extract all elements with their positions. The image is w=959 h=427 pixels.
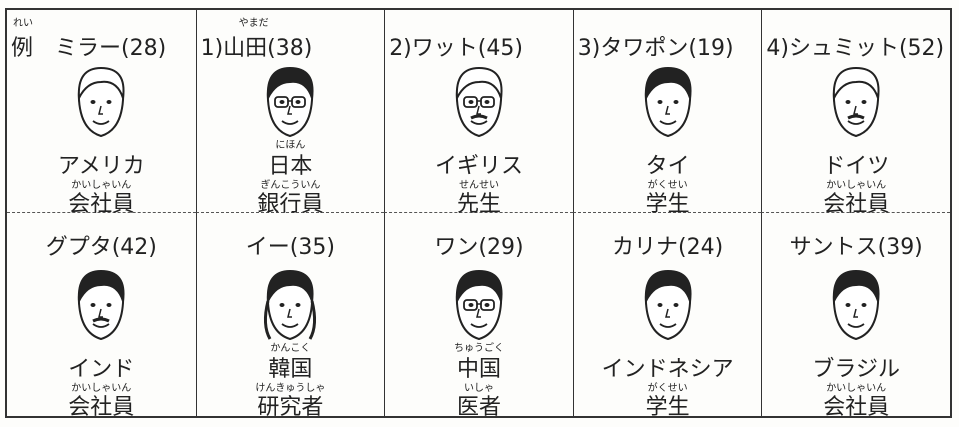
- face-illustration: [264, 269, 317, 341]
- card-label: サントス(39): [789, 235, 923, 260]
- face-illustration: [455, 269, 503, 341]
- job: 会社員: [823, 395, 890, 420]
- job-furigana: がくせい: [647, 383, 688, 394]
- job: 学生: [645, 395, 690, 420]
- card-label: 1)山田(38): [200, 36, 313, 61]
- card: れい例 ミラー(28) アメリカ かいしゃいん 会社員: [7, 10, 196, 217]
- job: 学生: [645, 192, 690, 217]
- label-furigana: れい: [13, 18, 33, 29]
- face-illustration: [455, 66, 503, 138]
- card: 3)タワポン(19) タイ がくせい 学生: [572, 10, 762, 217]
- country: イギリス: [434, 154, 523, 179]
- job-furigana: がくせい: [647, 180, 688, 191]
- card: やまだ 1)山田(38) にほん日本 ぎんこういん 銀行員: [195, 10, 385, 217]
- card: カリナ(24) インドネシア がくせい 学生: [572, 213, 762, 420]
- card: グプタ(42) インド かいしゃいん 会社員: [7, 213, 196, 420]
- job: 研究者: [257, 395, 324, 420]
- country: ブラジル: [812, 357, 900, 382]
- face-illustration: [644, 269, 692, 341]
- country-furigana: かんこく: [270, 343, 311, 354]
- card-label: 3)タワポン(19): [577, 36, 734, 61]
- job-furigana: せんせい: [458, 180, 499, 191]
- country: 韓国: [268, 357, 313, 382]
- job-furigana: けんきゅうしゃ: [255, 383, 326, 394]
- card: イー(35) かんこく韓国 けんきゅうしゃ 研究者: [195, 213, 385, 420]
- job: 医者: [456, 395, 501, 420]
- country: 中国: [456, 357, 501, 382]
- country-furigana: ちゅうごく: [453, 343, 504, 354]
- job-furigana: かいしゃいん: [71, 383, 132, 394]
- face-illustration: [833, 66, 880, 138]
- label-furigana: やまだ: [238, 18, 269, 29]
- country: ドイツ: [823, 154, 890, 179]
- job: 会社員: [68, 192, 135, 217]
- face-illustration: [78, 269, 125, 341]
- country: インドネシア: [601, 357, 734, 382]
- job: 銀行員: [257, 192, 324, 217]
- country-furigana: にほん: [275, 140, 306, 151]
- card: 2)ワット(45) イギリス せんせい 先生: [384, 10, 573, 217]
- card: サントス(39) ブラジル かいしゃいん 会社員: [761, 213, 950, 420]
- job-furigana: ぎんこういん: [260, 180, 321, 191]
- job-furigana: かいしゃいん: [826, 180, 887, 191]
- face-illustration: [644, 66, 692, 138]
- card-label: グプタ(42): [45, 235, 157, 260]
- job: 先生: [456, 192, 501, 217]
- card: 4)シュミット(52) ドイツ かいしゃいん 会社員: [761, 10, 950, 217]
- country: タイ: [645, 154, 690, 179]
- face-illustration: [833, 269, 880, 341]
- job-furigana: かいしゃいん: [71, 180, 132, 191]
- card-label: カリナ(24): [612, 235, 724, 260]
- job-furigana: いしゃ: [463, 383, 494, 394]
- country: 日本: [268, 154, 313, 179]
- job: 会社員: [823, 192, 890, 217]
- face-illustration: [78, 66, 125, 138]
- card-label: 4)シュミット(52): [766, 36, 945, 61]
- card-label: 例 ミラー(28): [11, 36, 167, 61]
- country: インド: [68, 357, 135, 382]
- card-label: ワン(29): [434, 235, 524, 260]
- face-illustration: [267, 66, 314, 138]
- card-label: イー(35): [245, 235, 335, 260]
- card-label: 2)ワット(45): [389, 36, 523, 61]
- card-grid: れい例 ミラー(28) アメリカ かいしゃいん 会社員 やまだ 1)山田(38) にほん 日本…: [5, 8, 952, 420]
- country: アメリカ: [57, 154, 145, 179]
- job-furigana: かいしゃいん: [826, 383, 887, 394]
- job: 会社員: [68, 395, 135, 420]
- card: ワン(29) ちゅうごく中国 いしゃ 医者: [384, 213, 573, 420]
